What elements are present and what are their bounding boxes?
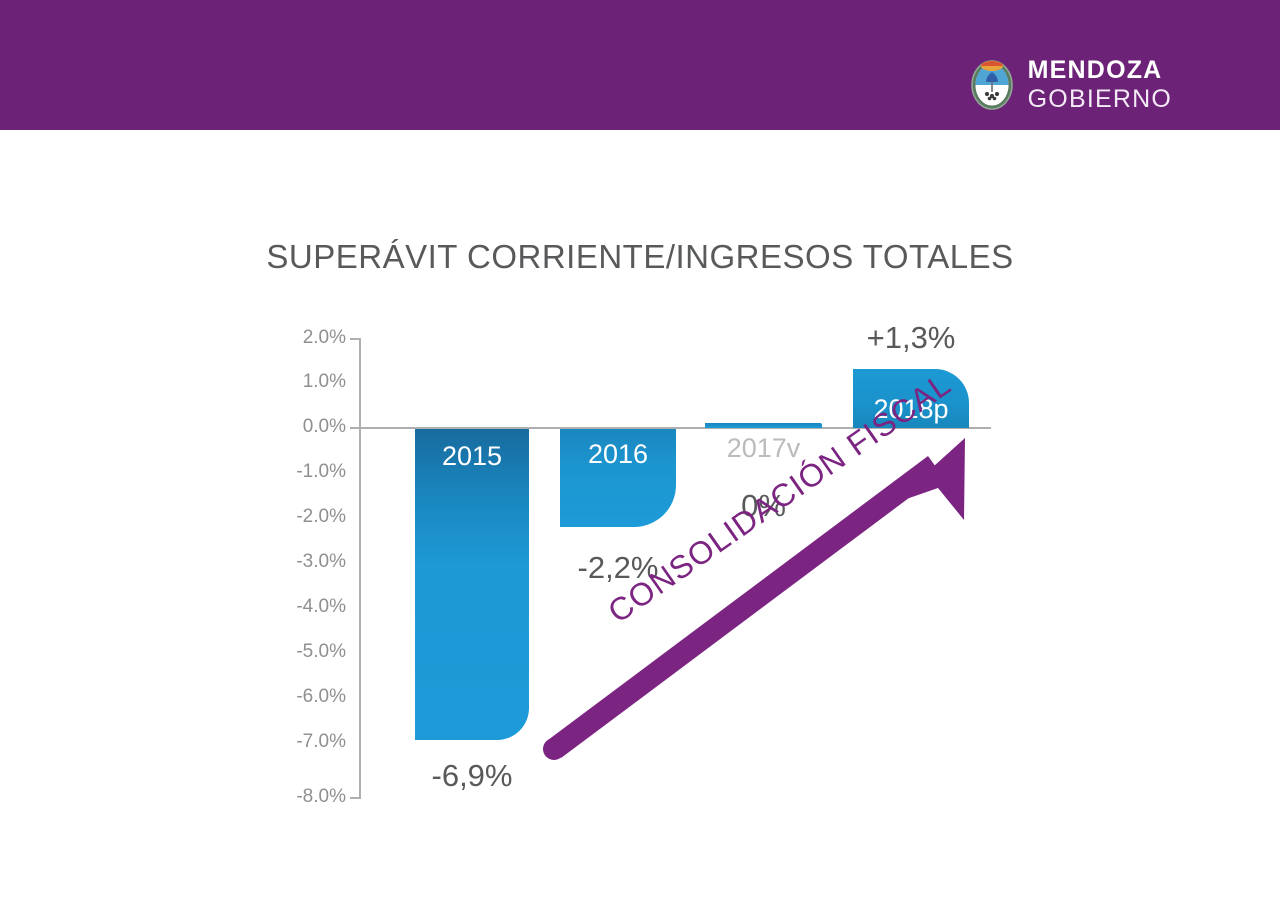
bar-2017v[interactable] xyxy=(705,423,822,428)
y-tick-label: -2.0% xyxy=(296,506,346,527)
y-axis-tick-zero xyxy=(350,427,360,429)
argentina-coat-of-arms-icon xyxy=(970,60,1013,110)
y-tick-label: -3.0% xyxy=(296,551,346,572)
bar-value-2017v: 0% xyxy=(741,488,786,523)
bar-2015[interactable]: 2015 xyxy=(415,429,529,740)
y-tick-label: -1.0% xyxy=(296,461,346,482)
chart-title: SUPERÁVIT CORRIENTE/INGRESOS TOTALES xyxy=(266,238,1014,275)
y-tick-label: -5.0% xyxy=(296,641,346,662)
bar-label-2016: 2016 xyxy=(587,439,649,469)
bar-label-2018p: 2018p xyxy=(873,394,949,424)
consolidation-arrow-icon xyxy=(543,438,965,760)
y-tick-label: 2.0% xyxy=(302,327,346,348)
bar-value-2018p: +1,3% xyxy=(866,320,956,355)
y-tick-label: -4.0% xyxy=(296,596,346,617)
bar-value-2016-text: -2,2% xyxy=(577,550,659,585)
brand-name-secondary: GOBIERNO xyxy=(1027,85,1172,113)
y-tick-label: 0.0% xyxy=(302,416,346,437)
y-tick-label: 1.0% xyxy=(302,371,346,392)
header-band: MENDOZA GOBIERNO xyxy=(0,0,1280,130)
bar-2018p[interactable]: 2018p xyxy=(853,369,969,428)
y-axis-tick-labels: 2.0% 1.0% 0.0% -1.0% -2.0% -3.0% -4.0% -… xyxy=(240,0,346,905)
y-axis-tick-top xyxy=(350,338,360,340)
y-axis-tick-bottom xyxy=(350,797,360,799)
brand-name-primary: MENDOZA xyxy=(1027,56,1163,84)
brand-lockup: MENDOZA GOBIERNO xyxy=(970,58,1172,112)
bar-2016[interactable]: 2016 xyxy=(560,429,676,527)
y-tick-label: -7.0% xyxy=(296,731,346,752)
y-tick-label: -6.0% xyxy=(296,686,346,707)
bar-label-2017v: 2017v xyxy=(726,433,801,463)
bar-label-2015: 2015 xyxy=(441,441,503,471)
y-axis-line xyxy=(359,338,361,799)
bar-value-2015: -6,9% xyxy=(431,758,513,793)
brand-text: MENDOZA GOBIERNO xyxy=(1028,58,1172,112)
y-tick-label: -8.0% xyxy=(296,786,346,807)
zero-baseline xyxy=(359,427,991,429)
